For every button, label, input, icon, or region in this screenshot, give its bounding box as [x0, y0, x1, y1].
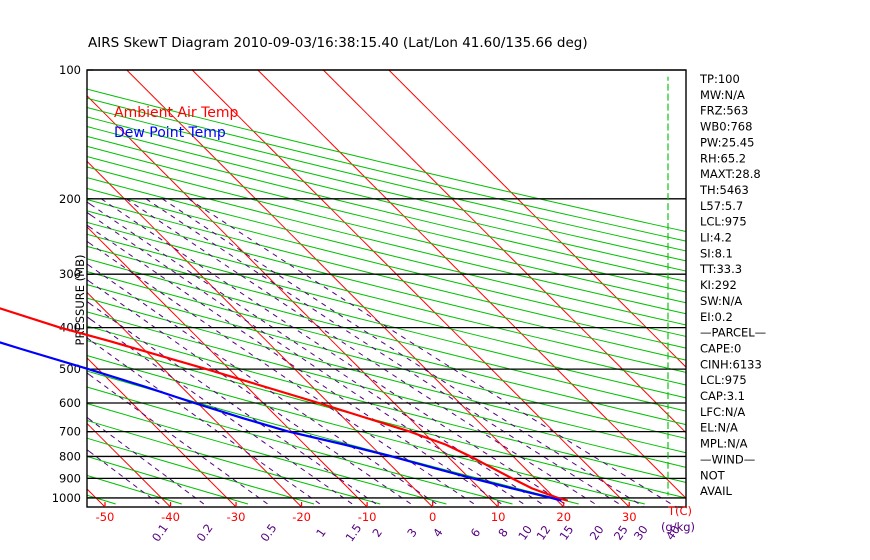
- panel-item: NOT: [700, 468, 726, 482]
- panel-item: AVAIL: [700, 484, 733, 498]
- panel-item: LI:4.2: [700, 231, 732, 245]
- pressure-tick-label: 600: [59, 396, 81, 410]
- panel-item: TT:33.3: [699, 262, 742, 276]
- panel-item: KI:292: [700, 278, 737, 292]
- mixing-ratio-axis-label: (g/kg): [661, 520, 695, 534]
- panel-item: CAPE:0: [700, 341, 741, 355]
- bottom-temp-tick-label: -50: [96, 510, 115, 524]
- mixing-ratio-tick-label: 20: [587, 523, 607, 543]
- panel-item: FRZ:563: [700, 104, 748, 118]
- temperature-axis-label: T(C): [667, 504, 692, 518]
- legend-dewpoint-label: Dew Point Temp: [114, 125, 226, 141]
- dew-point-temp-curve: [0, 341, 562, 502]
- panel-item: EL:N/A: [700, 421, 738, 435]
- panel-item: PW:25.45: [700, 135, 754, 149]
- mixing-ratio-tick-label: 25: [611, 523, 631, 543]
- panel-item: CAP:3.1: [700, 389, 745, 403]
- mixing-ratio-tick-label: 10: [515, 523, 535, 543]
- pressure-tick-label: 900: [59, 471, 81, 485]
- panel-item: WB0:768: [700, 120, 752, 134]
- bottom-temp-tick-label: 10: [491, 510, 506, 524]
- panel-item: TH:5463: [699, 183, 749, 197]
- mixing-ratio-tick-label: 40: [663, 523, 683, 543]
- pressure-tick-label: 1000: [52, 491, 81, 505]
- panel-item: CINH:6133: [700, 357, 762, 371]
- panel-item: MAXT:28.8: [700, 167, 761, 181]
- pressure-tick-label: 700: [59, 425, 81, 439]
- bottom-temp-tick-label: 20: [556, 510, 571, 524]
- ambient-air-temp-curve: [0, 307, 568, 502]
- bottom-temp-tick-label: -30: [227, 510, 246, 524]
- bottom-temp-tick-label: 0: [429, 510, 436, 524]
- legend-ambient-label: Ambient Air Temp: [114, 105, 239, 121]
- panel-item: LFC:N/A: [700, 405, 745, 419]
- bottom-temperature-axis: -50 -40 -30 -20 -10 0 10 20 30: [96, 502, 637, 524]
- panel-item: —PARCEL—: [700, 326, 766, 340]
- panel-item: —WIND—: [700, 452, 755, 466]
- pressure-tick-label: 100: [59, 63, 81, 77]
- mixing-ratio-tick-label: 15: [556, 523, 576, 543]
- bottom-temp-tick-label: -40: [161, 510, 180, 524]
- panel-item: SI:8.1: [700, 246, 733, 260]
- bottom-temp-tick-label: -20: [292, 510, 311, 524]
- pressure-axis-label: PRESSURE (MB): [73, 255, 87, 346]
- panel-item: TP:100: [699, 72, 740, 86]
- panel-item: MPL:N/A: [700, 437, 748, 451]
- panel-item: RH:65.2: [700, 151, 746, 165]
- plot-frame: [86, 69, 687, 508]
- panel-item: MW:N/A: [700, 88, 745, 102]
- mixing-ratio-tick-label: 30: [631, 523, 651, 543]
- pressure-tick-label: 800: [59, 449, 81, 463]
- page-title: AIRS SkewT Diagram 2010-09-03/16:38:15.4…: [88, 35, 588, 51]
- pressure-tick-label: 300: [59, 267, 81, 281]
- panel-item: L57:5.7: [700, 199, 743, 213]
- mixing-ratio-lines: [86, 198, 676, 507]
- pressure-tick-label: 200: [59, 192, 81, 206]
- panel-item: LCL:975: [700, 373, 747, 387]
- panel-item: LCL:975: [700, 215, 747, 229]
- panel-item: EI:0.2: [700, 310, 733, 324]
- mixing-ratio-tick-label: 12: [533, 523, 553, 543]
- bottom-temp-tick-label: -10: [358, 510, 377, 524]
- bottom-temp-tick-label: 30: [622, 510, 637, 524]
- panel-item: SW:N/A: [700, 294, 742, 308]
